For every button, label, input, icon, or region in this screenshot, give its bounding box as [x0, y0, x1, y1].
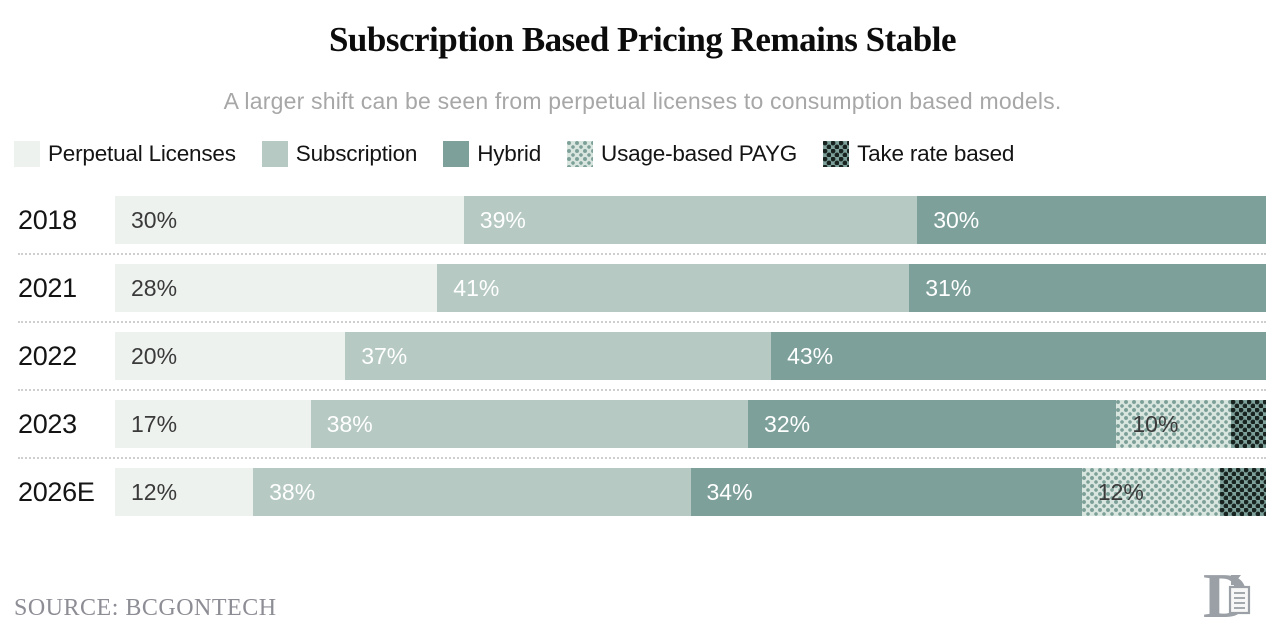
row-divider	[18, 389, 1266, 391]
segment-hybrid: 34%	[690, 468, 1082, 516]
segment-hybrid: 31%	[909, 264, 1266, 312]
row-label-2026E: 2026E	[18, 476, 95, 507]
segment-hybrid: 43%	[771, 332, 1267, 380]
row-divider	[18, 321, 1266, 323]
segment-hybrid: 32%	[748, 400, 1117, 448]
segment-perpetual: 28%	[115, 264, 438, 312]
bar-row-2021: 2021 28% 41% 31%	[0, 264, 1285, 312]
segment-value-label: 34%	[706, 478, 753, 505]
segment-value-label: 17%	[131, 410, 178, 437]
segment-payg: 12%	[1081, 468, 1220, 516]
segment-perpetual: 12%	[115, 468, 254, 516]
segment-value-label: 32%	[764, 410, 811, 437]
segment-value-label: 30%	[933, 206, 980, 233]
segment-value-label: 28%	[131, 274, 178, 301]
row-label-2023: 2023	[18, 408, 77, 439]
legend-item-subscription: Subscription	[261, 141, 418, 167]
segment-value-label: 10%	[1132, 410, 1179, 437]
segment-subscription: 39%	[463, 196, 918, 244]
segment-value-label: 31%	[925, 274, 972, 301]
bar-row-2026E: 2026E 12% 38% 34% 12%	[0, 468, 1285, 516]
segment-value-label: 38%	[269, 478, 316, 505]
legend-swatch-take_rate-icon	[823, 141, 850, 167]
bar-row-2022: 2022 20% 37% 43%	[0, 332, 1285, 380]
segment-take_rate	[1219, 468, 1267, 516]
legend-item-payg: Usage-based PAYG	[567, 141, 797, 167]
segment-hybrid: 30%	[917, 196, 1266, 244]
bar-track-2018: 30% 39% 30%	[115, 196, 1266, 244]
legend-item-perpetual: Perpetual Licenses	[14, 141, 236, 167]
legend-item-take_rate: Take rate based	[823, 141, 1014, 167]
segment-subscription: 41%	[437, 264, 910, 312]
bar-row-2023: 2023 17% 38% 32% 10%	[0, 400, 1285, 448]
segment-value-label: 38%	[326, 410, 373, 437]
segment-value-label: 39%	[479, 206, 526, 233]
legend-label-take_rate: Take rate based	[857, 141, 1015, 166]
segment-perpetual: 30%	[115, 196, 464, 244]
bar-row-2018: 2018 30% 39% 30%	[0, 196, 1285, 244]
segment-value-label: 12%	[131, 478, 178, 505]
segment-value-label: 37%	[361, 342, 408, 369]
legend-item-hybrid: Hybrid	[443, 141, 541, 167]
row-divider	[18, 253, 1266, 255]
segment-subscription: 37%	[345, 332, 772, 380]
segment-value-label: 43%	[787, 342, 834, 369]
row-label-2021: 2021	[18, 272, 77, 303]
legend: Perpetual Licenses Subscription Hybrid Usag…	[14, 141, 1014, 167]
legend-label-perpetual: Perpetual Licenses	[48, 141, 236, 166]
segment-value-label: 20%	[131, 342, 178, 369]
legend-swatch-subscription-icon	[261, 141, 288, 167]
legend-label-hybrid: Hybrid	[477, 141, 542, 166]
segment-take_rate	[1231, 400, 1266, 448]
segment-value-label: 12%	[1097, 478, 1144, 505]
legend-swatch-payg-icon	[567, 141, 594, 167]
row-label-2018: 2018	[18, 204, 77, 235]
bar-track-2026E: 12% 38% 34% 12%	[115, 468, 1267, 516]
segment-perpetual: 20%	[115, 332, 346, 380]
stacked-bar-chart: 2018 30% 39% 30% 2021 28% 41% 31% 2022 20% 37% 43% 2…	[0, 196, 1285, 516]
row-divider	[18, 457, 1266, 459]
segment-perpetual: 17%	[115, 400, 311, 448]
segment-subscription: 38%	[253, 468, 691, 516]
segment-subscription: 38%	[310, 400, 749, 448]
page-title: Subscription Based Pricing Remains Stabl…	[328, 20, 957, 59]
legend-label-subscription: Subscription	[295, 141, 418, 166]
segment-payg: 10%	[1116, 400, 1232, 448]
bar-track-2022: 20% 37% 43%	[115, 332, 1267, 380]
page-subtitle: A larger shift can be seen from perpetua…	[223, 88, 1062, 114]
segment-value-label: 30%	[131, 206, 178, 233]
legend-swatch-hybrid-icon	[443, 141, 470, 167]
source-text: SOURCE: BCGONTECH	[14, 595, 277, 621]
legend-swatch-perpetual-icon	[14, 141, 40, 167]
row-label-2022: 2022	[18, 340, 77, 371]
publisher-logo-icon: D	[1203, 561, 1251, 631]
bar-track-2021: 28% 41% 31%	[115, 264, 1266, 312]
segment-value-label: 41%	[453, 274, 500, 301]
bar-track-2023: 17% 38% 32% 10%	[115, 400, 1266, 448]
legend-label-payg: Usage-based PAYG	[601, 141, 798, 166]
